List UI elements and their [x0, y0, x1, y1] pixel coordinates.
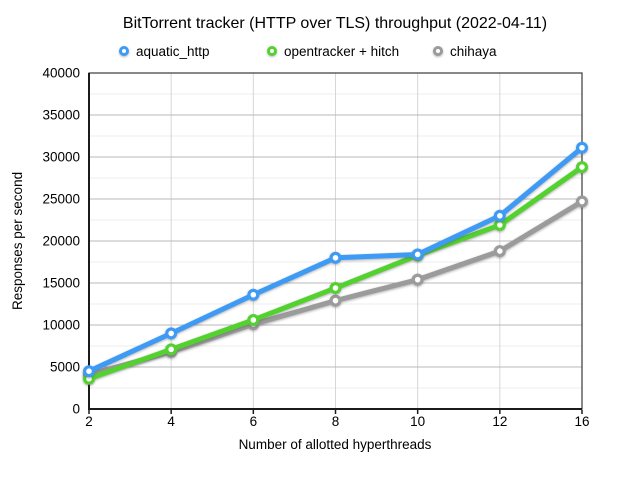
data-point-aquatic_http: [329, 251, 342, 264]
legend-item-chihaya: chihaya: [433, 43, 497, 59]
y-tick-label: 10000: [42, 318, 80, 333]
y-tick-label: 20000: [42, 234, 80, 249]
y-tick-label: 25000: [42, 192, 80, 207]
legend-marker-icon: [433, 46, 443, 56]
data-point-aquatic_http: [82, 365, 95, 378]
legend-marker-icon: [119, 46, 129, 56]
legend-item-aquatic-http: aquatic_http: [119, 43, 210, 59]
legend-label: opentracker + hitch: [284, 43, 400, 59]
y-tick-label: 30000: [42, 150, 80, 165]
x-tick-label: 4: [167, 414, 175, 429]
legend-label: aquatic_http: [136, 43, 210, 59]
x-tick-label: 10: [410, 414, 425, 429]
y-tick-label: 40000: [42, 66, 80, 81]
chart-title: BitTorrent tracker (HTTP over TLS) throu…: [122, 15, 548, 32]
y-tick-label: 35000: [42, 108, 80, 123]
data-point-chihaya: [575, 195, 588, 208]
legend-item-opentracker-hitch: opentracker + hitch: [267, 43, 399, 59]
data-point-opentracker-hitch: [165, 343, 178, 356]
x-tick-label: 16: [574, 414, 589, 429]
x-tick-label: 8: [332, 414, 340, 429]
legend-label: chihaya: [450, 43, 497, 59]
data-point-opentracker-hitch: [575, 161, 588, 174]
legend-marker-icon: [267, 46, 277, 56]
data-point-aquatic_http: [247, 288, 260, 301]
data-point-chihaya: [411, 273, 424, 286]
x-tick-label: 2: [85, 414, 93, 429]
y-tick-label: 5000: [50, 360, 80, 375]
x-tick-label: 12: [492, 414, 507, 429]
x-tick-label: 6: [250, 414, 258, 429]
data-point-aquatic_http: [411, 248, 424, 261]
y-tick-label: 15000: [42, 276, 80, 291]
data-point-chihaya: [493, 245, 506, 258]
data-point-aquatic_http: [493, 209, 506, 222]
data-point-opentracker-hitch: [329, 282, 342, 295]
y-tick-label: 0: [72, 402, 80, 417]
data-point-chihaya: [329, 294, 342, 307]
series-aquatic_http: [82, 141, 588, 378]
x-axis-title: Number of allotted hyperthreads: [238, 437, 432, 452]
axis-lines: [88, 73, 582, 410]
data-point-aquatic_http: [165, 327, 178, 340]
data-point-opentracker-hitch: [493, 219, 506, 232]
data-point-opentracker-hitch: [247, 313, 260, 326]
data-point-aquatic_http: [575, 141, 588, 154]
